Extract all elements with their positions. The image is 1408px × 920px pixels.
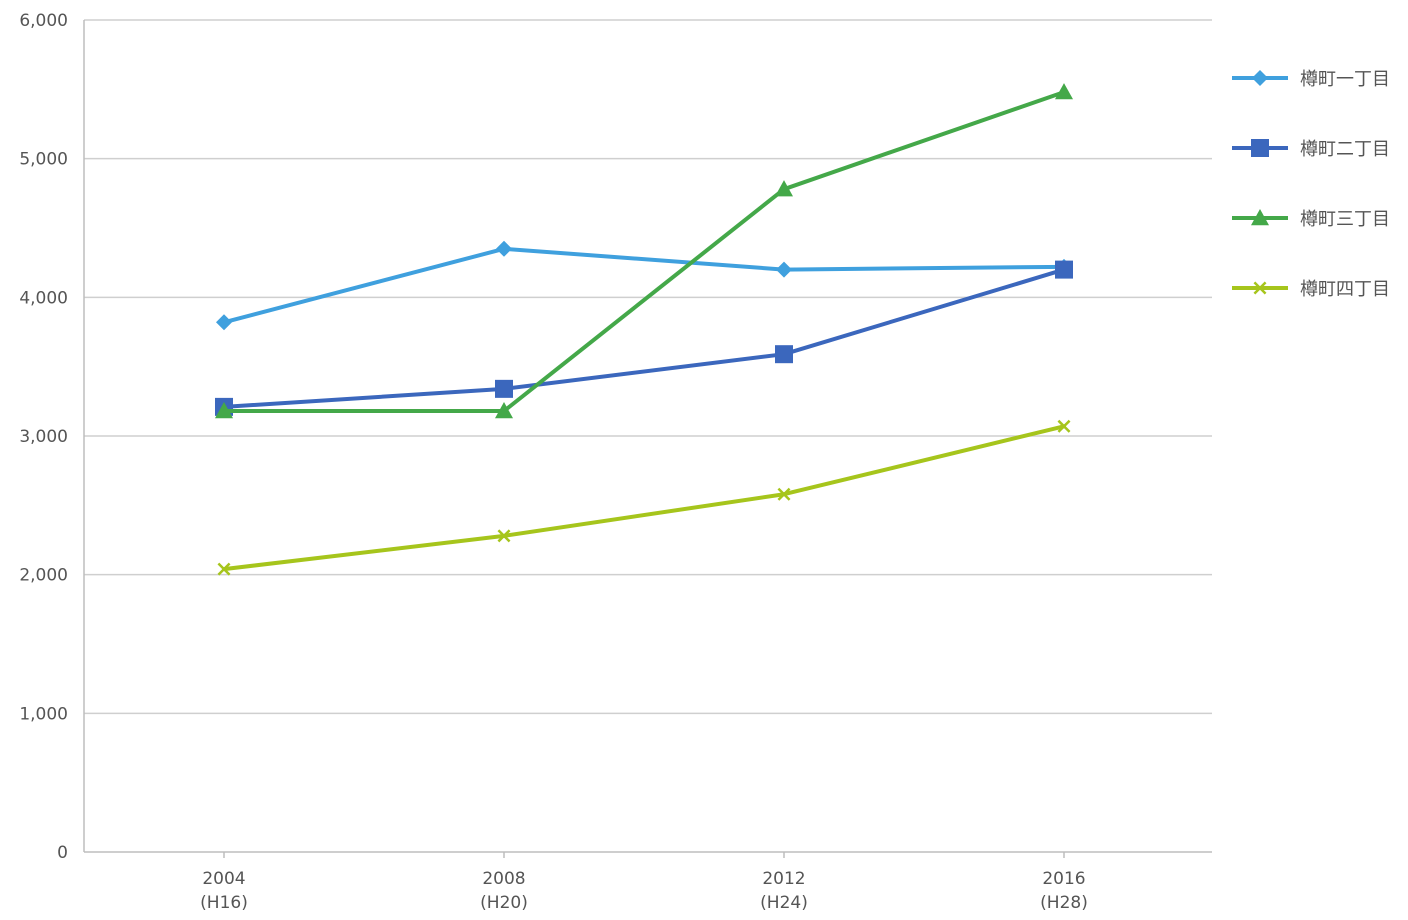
x-tick-label: 2004 (H16) — [200, 869, 248, 913]
x-tick-label: 2016 (H28) — [1040, 869, 1088, 913]
series-line — [222, 424, 1066, 572]
y-tick-label: 4,000 — [19, 288, 68, 308]
data-point — [217, 562, 231, 576]
y-tick-label: 6,000 — [19, 11, 68, 31]
x-tick-label: 2012 (H24) — [760, 869, 808, 913]
y-tick-label: 0 — [57, 843, 68, 863]
legend-marker — [1252, 70, 1268, 86]
data-point — [1057, 419, 1071, 433]
legend-label: 樽町一丁目 — [1300, 69, 1390, 90]
data-point — [495, 379, 513, 398]
y-tick-label: 5,000 — [19, 150, 68, 170]
data-point — [215, 402, 233, 419]
data-point — [776, 261, 792, 278]
x-tick-label: 2008 (H20) — [480, 869, 528, 913]
y-tick-label: 1,000 — [19, 704, 68, 724]
legend-label: 樽町四丁目 — [1300, 279, 1390, 300]
series-group — [215, 260, 1073, 416]
y-tick-label: 2,000 — [19, 566, 68, 586]
data-point — [1055, 83, 1073, 100]
legend-item: 樽町三丁目 — [1232, 209, 1390, 230]
data-point — [216, 314, 232, 331]
data-point — [777, 487, 791, 501]
series-line — [222, 267, 1066, 409]
legend-marker — [1251, 209, 1269, 226]
legend-item: 樽町一丁目 — [1232, 69, 1390, 90]
series-group — [216, 240, 1072, 331]
legend-item: 樽町二丁目 — [1232, 139, 1390, 160]
legend-item: 樽町四丁目 — [1232, 279, 1390, 300]
legend-label: 樽町二丁目 — [1300, 139, 1390, 160]
data-point — [775, 345, 793, 364]
series-group — [215, 83, 1073, 419]
data-point — [496, 240, 512, 257]
grid-lines — [84, 19, 1212, 715]
series-group — [217, 419, 1071, 576]
data-point — [497, 529, 511, 543]
legend-label: 樽町三丁目 — [1300, 209, 1390, 230]
data-point — [495, 402, 513, 419]
data-point — [1055, 260, 1073, 279]
legend-marker — [1251, 139, 1269, 157]
axes: 0 1,000 2,000 3,000 4,000 5,000 6,000 2004 (H16)… — [19, 11, 1212, 913]
legend-marker — [1253, 281, 1267, 295]
series-line — [222, 90, 1066, 414]
series-lines — [215, 83, 1073, 576]
data-point — [775, 180, 793, 197]
y-tick-label: 3,000 — [19, 427, 68, 447]
series-line — [222, 246, 1066, 325]
